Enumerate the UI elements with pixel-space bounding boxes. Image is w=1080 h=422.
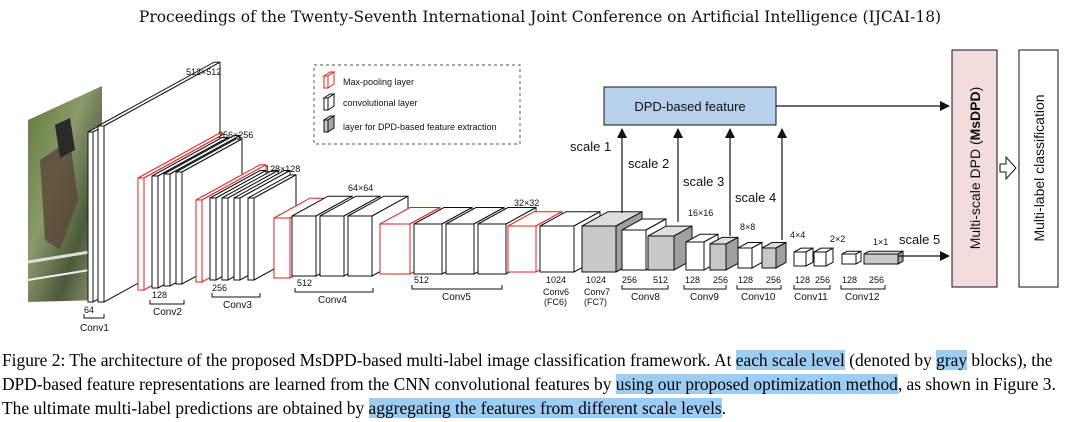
msdpd-box [951, 49, 998, 288]
dim-2: 2×2 [830, 234, 845, 244]
caption-text-3: blocks), the DPD-based feature represent… [2, 350, 1053, 394]
caption-highlight-3: using our proposed optimization method [615, 374, 898, 394]
dim-32: 32×32 [514, 198, 539, 208]
ch-conv9a: 128 [685, 275, 700, 285]
group-conv9: Conv9 [690, 292, 719, 303]
ch-conv7: 1024 [586, 275, 606, 285]
group-conv6: Conv6 [543, 287, 569, 297]
caption-text-2: (denoted by [844, 350, 937, 370]
group-conv12: Conv12 [845, 292, 880, 303]
mlc-box [1018, 49, 1059, 288]
legend-frame [313, 64, 521, 145]
scale-2-label: scale 2 [628, 156, 669, 171]
scale-4-label: scale 4 [735, 190, 776, 205]
conv12-layer-b [863, 250, 904, 265]
ch-conv5: 512 [414, 275, 429, 285]
ch-conv4: 512 [297, 278, 312, 288]
caption-text-4: , as shown in Figure 3. The ultimate mul… [2, 374, 1056, 418]
mlc-label: Multi-label classification [1031, 94, 1047, 241]
group-fc6: (FC6) [544, 297, 567, 307]
hollow-arrow [999, 155, 1017, 181]
legend: Max-pooling layer convolutional layer la… [313, 64, 521, 145]
legend-conv-icon [322, 93, 336, 111]
ch-conv11b: 256 [815, 275, 830, 285]
dim-128: 128×128 [265, 164, 300, 174]
ch-conv12a: 128 [842, 275, 857, 285]
ch-conv11a: 128 [795, 275, 810, 285]
msdpd-label: Multi-scale DPD (MsDPD) [967, 87, 983, 250]
legend-dpd-icon [322, 115, 336, 133]
caption-highlight-4: aggregating the features from different … [368, 398, 722, 418]
dim-256: 256×256 [218, 130, 253, 140]
caption-highlight-1: each scale level [735, 350, 845, 370]
architecture-figure: 512×512 256×256 128×128 64×64 32×32 16×1… [27, 49, 1059, 334]
scale-arrows [617, 101, 950, 261]
ch-conv3: 256 [212, 283, 227, 293]
caption-text-5: . [721, 398, 727, 418]
dpd-feature-label: DPD-based feature [634, 99, 745, 114]
conv8-layer-b [647, 225, 693, 271]
dim-4: 4×4 [790, 230, 805, 240]
group-conv1: Conv1 [80, 323, 109, 334]
ch-conv1: 64 [84, 305, 94, 315]
group-conv8: Conv8 [631, 292, 660, 303]
group-fc7: (FC7) [584, 297, 607, 307]
ch-conv8b: 512 [653, 275, 668, 285]
conv11-layer-b [813, 247, 834, 267]
scale-5-label: scale 5 [899, 232, 940, 247]
legend-dpd-label: layer for DPD-based feature extraction [343, 122, 497, 132]
caption-text-1: Figure 2: The architecture of the propos… [2, 350, 736, 370]
dim-16: 16×16 [688, 208, 713, 218]
input-image [27, 86, 103, 302]
msdpd-bold: MsDPD [967, 91, 983, 140]
ch-conv10a: 128 [738, 275, 753, 285]
legend-conv-label: convolutional layer [343, 98, 418, 108]
legend-maxpool-icon [322, 71, 336, 89]
group-conv3: Conv3 [223, 300, 252, 311]
conv10-layer-b [761, 241, 787, 269]
group-braces [83, 285, 886, 319]
ch-conv10b: 256 [766, 275, 781, 285]
conv12-layer-a [841, 250, 862, 265]
ch-conv12b: 256 [869, 275, 884, 285]
dim-1: 1×1 [873, 237, 888, 247]
caption-highlight-2: gray [936, 350, 968, 370]
ch-conv9b: 256 [713, 275, 728, 285]
scale-3-label: scale 3 [683, 174, 724, 189]
legend-maxpool-label: Max-pooling layer [343, 77, 414, 87]
msdpd-prefix: Multi-scale DPD ( [967, 140, 983, 249]
ch-conv8a: 256 [622, 275, 637, 285]
dim-512: 512×512 [186, 67, 221, 77]
dim-64: 64×64 [348, 183, 373, 193]
group-conv11: Conv11 [794, 292, 828, 303]
conv9-layer-b [709, 236, 739, 271]
ch-conv6: 1024 [546, 275, 566, 285]
group-conv7: Conv7 [584, 287, 610, 297]
dim-8: 8×8 [740, 222, 755, 232]
group-conv2: Conv2 [153, 307, 182, 318]
msdpd-suffix: ) [967, 87, 983, 92]
group-conv4: Conv4 [318, 295, 347, 306]
group-conv10: Conv10 [741, 292, 776, 303]
ch-conv2: 128 [152, 290, 167, 300]
group-conv5: Conv5 [442, 292, 471, 303]
conv11-layer-a [793, 247, 814, 267]
page-header: Proceedings of the Twenty-Seventh Intern… [138, 8, 942, 26]
scale-1-label: scale 1 [570, 139, 611, 154]
conv10-layer-a [737, 241, 763, 269]
dpd-feature-box [603, 86, 777, 126]
figure-caption: Figure 2: The architecture of the propos… [2, 348, 1078, 420]
